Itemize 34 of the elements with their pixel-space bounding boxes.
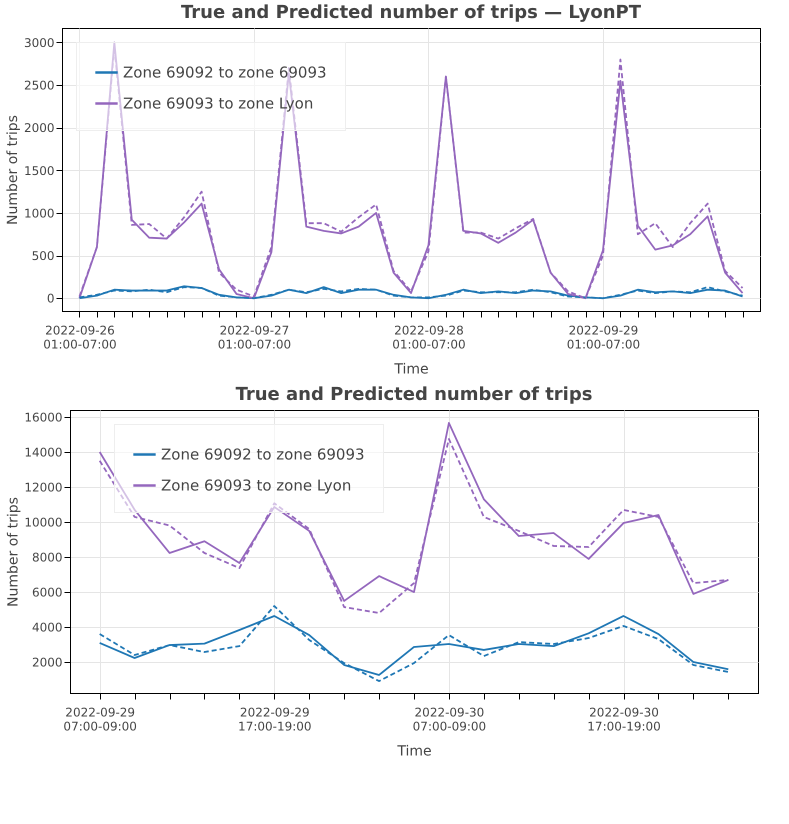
y-tick-label: 1000 <box>24 206 54 220</box>
x-tick-label: 2022-09-28 01:00-07:00 <box>392 324 466 352</box>
chart-title: True and Predicted number of trips <box>236 384 592 405</box>
y-tick-label: 16000 <box>24 410 62 424</box>
y-tick-label: 8000 <box>32 550 62 565</box>
y-tick-label: 14000 <box>24 446 62 460</box>
line-series <box>98 605 730 682</box>
x-tick-label: 2022-09-30 17:00-19:00 <box>587 706 661 734</box>
y-tick-label: 500 <box>32 249 54 264</box>
legend-label: Zone 69092 to zone 69093 <box>161 446 365 464</box>
y-tick-label: 3000 <box>24 36 54 50</box>
y-tick-label: 6000 <box>32 586 62 600</box>
y-tick-label: 0 <box>46 292 54 306</box>
y-tick-label: 2500 <box>24 78 54 93</box>
x-tick-label: 2022-09-30 07:00-09:00 <box>412 706 486 734</box>
x-tick-label: 2022-09-27 01:00-07:00 <box>218 324 292 352</box>
y-tick-label: 10000 <box>24 516 62 530</box>
x-tick-label: 2022-09-29 17:00-19:00 <box>238 706 312 734</box>
x-axis-title: Time <box>396 744 432 760</box>
y-tick-label: 1500 <box>24 164 54 178</box>
chart-title: True and Predicted number of trips — LyonPT <box>180 2 642 23</box>
x-tick-label: 2022-09-29 07:00-09:00 <box>63 706 137 734</box>
legend-label: Zone 69093 to zone Lyon <box>123 94 314 112</box>
x-axis-title: Time <box>393 362 429 378</box>
y-tick-label: 4000 <box>32 620 62 635</box>
y-axis-title: Number of trips <box>4 115 21 225</box>
y-tick-label: 2000 <box>32 656 62 670</box>
legend-label: Zone 69093 to zone Lyon <box>161 476 352 494</box>
y-tick-label: 2000 <box>24 121 54 136</box>
y-tick-label: 12000 <box>24 480 62 495</box>
x-tick-label: 2022-09-29 01:00-07:00 <box>566 324 640 352</box>
legend-label: Zone 69092 to zone 69093 <box>123 64 327 82</box>
x-tick-label: 2022-09-26 01:00-07:00 <box>43 324 117 352</box>
y-axis-title: Number of trips <box>5 497 22 607</box>
